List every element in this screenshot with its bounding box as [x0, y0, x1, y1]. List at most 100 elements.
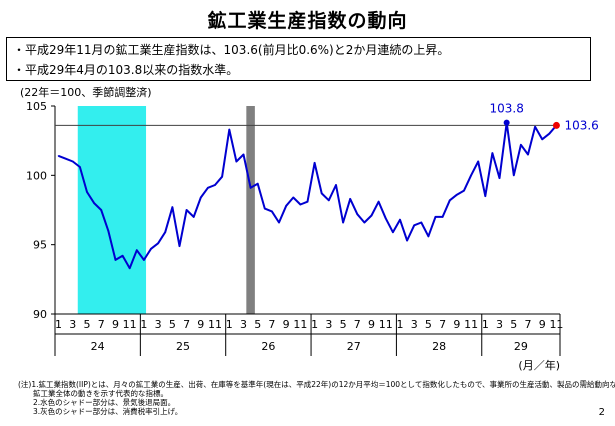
- data-point: [335, 184, 337, 186]
- data-point: [128, 267, 131, 270]
- data-point: [434, 216, 437, 218]
- x-tick-label: 7: [98, 318, 105, 331]
- data-point: [520, 144, 522, 146]
- data-point: [328, 199, 330, 202]
- footnote-4: 3.灰色のシャドー部分は、消費税率引上げ。: [18, 407, 183, 416]
- data-point: [498, 177, 501, 179]
- data-point: [71, 160, 74, 163]
- y-tick-label: 95: [33, 239, 47, 252]
- data-point: [121, 254, 124, 257]
- data-point: [349, 198, 351, 200]
- x-tick-label: 11: [379, 318, 393, 331]
- data-point: [342, 221, 344, 224]
- x-tick-label: 7: [524, 318, 531, 331]
- data-point: [271, 210, 273, 213]
- year-label: 24: [91, 340, 105, 353]
- x-tick-label: 9: [112, 318, 119, 331]
- x-tick-label: 9: [197, 318, 204, 331]
- x-tick-label: 7: [268, 318, 275, 331]
- data-point: [150, 248, 152, 250]
- year-label: 25: [176, 340, 190, 353]
- x-tick-label: 5: [510, 318, 517, 331]
- data-point: [541, 138, 544, 141]
- y-tick-label: 100: [26, 169, 47, 182]
- data-point: [463, 189, 465, 192]
- peak-marker: [503, 119, 510, 126]
- data-point: [79, 166, 81, 168]
- x-tick-label: 11: [123, 318, 137, 331]
- x-tick-label: 1: [396, 318, 403, 331]
- year-label: 28: [432, 340, 446, 353]
- data-point: [64, 157, 67, 160]
- x-tick-label: 5: [425, 318, 432, 331]
- x-tick-label: 7: [439, 318, 446, 331]
- data-point: [384, 217, 387, 220]
- page-number: 2: [598, 407, 605, 418]
- data-point: [143, 259, 145, 261]
- data-point: [356, 213, 359, 215]
- x-tick-label: 3: [69, 318, 76, 331]
- data-point: [470, 174, 472, 177]
- x-tick-label: 1: [311, 318, 318, 331]
- data-point: [242, 153, 245, 156]
- data-point: [392, 231, 394, 233]
- data-point: [292, 196, 295, 199]
- x-tick-label: 5: [340, 318, 347, 331]
- latest-marker: [552, 121, 560, 129]
- data-point: [100, 209, 103, 211]
- x-tick-label: 5: [254, 318, 261, 331]
- data-point: [178, 245, 181, 247]
- x-tick-label: 9: [453, 318, 460, 331]
- data-point: [214, 184, 216, 186]
- data-point: [249, 187, 252, 189]
- footnote-2: 鉱工業全体の動きを示す代表的な指標。: [18, 389, 168, 398]
- data-point: [86, 191, 88, 193]
- data-point: [57, 155, 60, 157]
- recession-shading: [77, 106, 147, 314]
- data-point: [200, 196, 202, 199]
- data-point: [512, 174, 515, 177]
- y-tick-label: 105: [26, 100, 47, 113]
- data-point: [456, 193, 458, 196]
- data-point: [420, 221, 423, 224]
- data-point: [228, 128, 231, 131]
- data-point: [491, 152, 494, 154]
- peak-label: 103.8: [489, 102, 523, 116]
- data-point: [157, 242, 159, 245]
- x-tick-label: 3: [240, 318, 247, 331]
- data-point: [299, 203, 302, 206]
- data-point: [484, 195, 487, 197]
- x-tick-label: 11: [464, 318, 478, 331]
- data-point: [221, 175, 223, 178]
- x-tick-label: 3: [496, 318, 503, 331]
- x-tick-label: 1: [482, 318, 489, 331]
- x-tick-label: 3: [325, 318, 332, 331]
- x-tick-label: 11: [208, 318, 222, 331]
- data-point: [441, 216, 444, 218]
- year-label: 29: [514, 340, 528, 353]
- data-point: [278, 221, 280, 224]
- y-tick-label: 90: [33, 308, 47, 321]
- data-point: [399, 218, 401, 221]
- data-point: [477, 160, 480, 163]
- year-label: 27: [347, 340, 361, 353]
- x-tick-label: 7: [183, 318, 190, 331]
- data-point: [235, 160, 238, 163]
- data-point: [363, 221, 366, 224]
- data-point: [534, 126, 536, 128]
- x-tick-label: 5: [84, 318, 91, 331]
- latest-label: 103.6: [564, 118, 598, 132]
- data-point: [306, 200, 309, 203]
- page-title: 鉱工業生産指数の動向: [207, 10, 408, 32]
- data-point: [164, 231, 167, 233]
- data-point: [207, 187, 209, 189]
- data-point: [427, 235, 430, 238]
- data-point: [448, 199, 451, 202]
- data-point: [320, 192, 323, 195]
- x-tick-label: 9: [539, 318, 546, 331]
- data-point: [313, 162, 316, 164]
- data-point: [256, 182, 259, 185]
- tax-hike-shading: [246, 106, 255, 314]
- data-point: [107, 230, 110, 232]
